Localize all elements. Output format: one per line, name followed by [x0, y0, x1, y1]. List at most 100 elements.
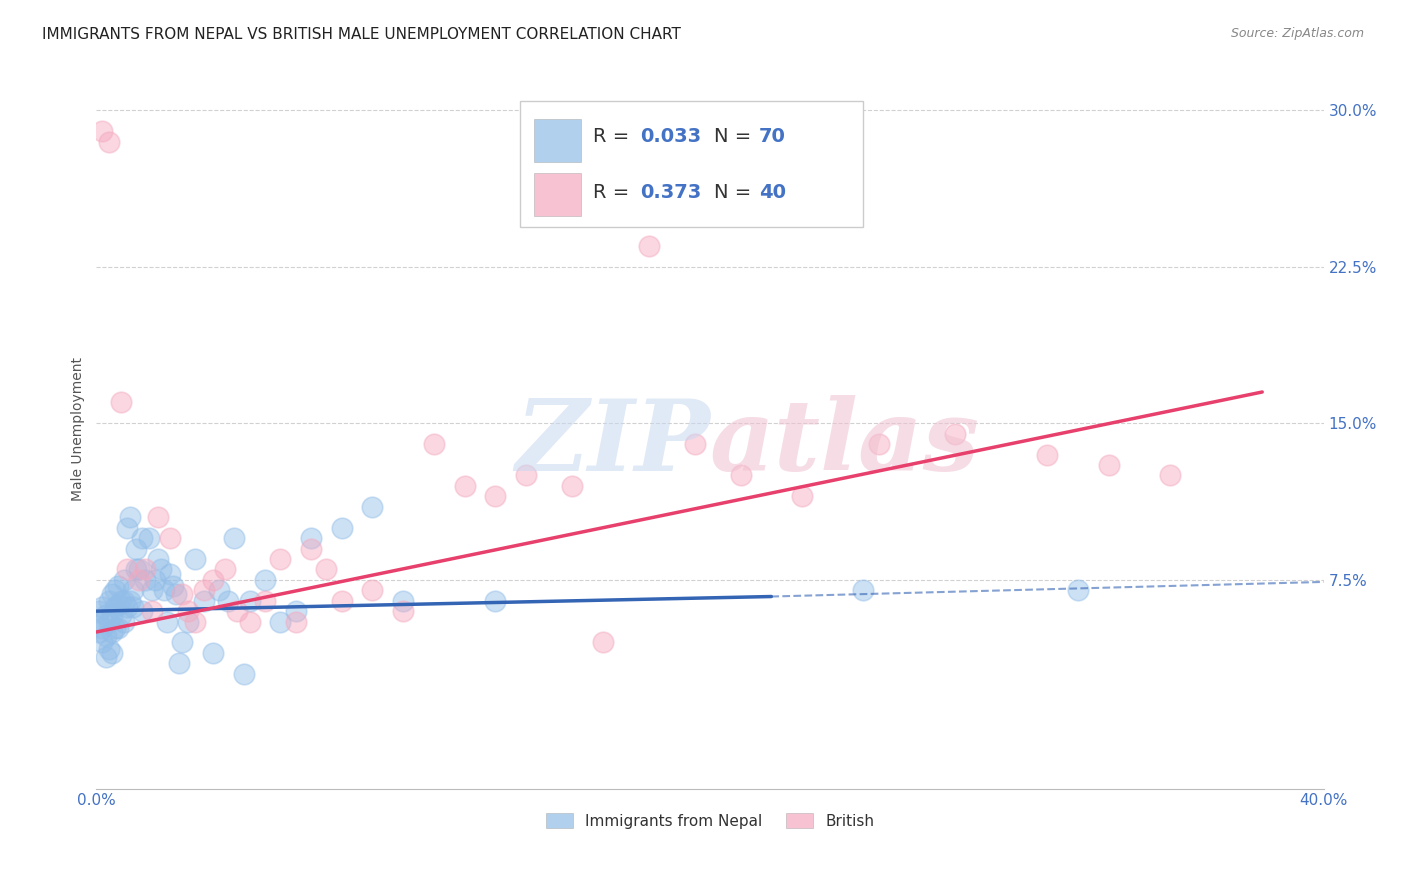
- Point: [330, 521, 353, 535]
- Point: [730, 468, 752, 483]
- Text: 0.373: 0.373: [640, 183, 702, 202]
- Point: [269, 552, 291, 566]
- Text: R =: R =: [593, 128, 636, 146]
- Point: [112, 573, 135, 587]
- Point: [89, 625, 111, 640]
- Point: [214, 562, 236, 576]
- Point: [1098, 458, 1121, 472]
- Point: [193, 593, 215, 607]
- Point: [361, 500, 384, 514]
- Point: [100, 587, 122, 601]
- Point: [183, 552, 205, 566]
- Point: [115, 599, 138, 614]
- Point: [94, 650, 117, 665]
- Point: [131, 531, 153, 545]
- Point: [299, 531, 322, 545]
- Point: [392, 604, 415, 618]
- Point: [146, 552, 169, 566]
- Point: [201, 573, 224, 587]
- Point: [172, 635, 194, 649]
- Point: [284, 604, 307, 618]
- Point: [159, 566, 181, 581]
- Point: [146, 510, 169, 524]
- Point: [100, 646, 122, 660]
- Point: [226, 604, 249, 618]
- Text: ZIP: ZIP: [515, 394, 710, 491]
- Point: [330, 593, 353, 607]
- Point: [97, 135, 120, 149]
- Point: [89, 604, 111, 618]
- Text: R =: R =: [593, 183, 636, 202]
- Point: [122, 583, 145, 598]
- Point: [945, 426, 967, 441]
- Point: [315, 562, 337, 576]
- Point: [97, 593, 120, 607]
- Point: [110, 593, 132, 607]
- Point: [232, 666, 254, 681]
- Point: [104, 583, 127, 598]
- Point: [110, 608, 132, 623]
- Point: [104, 621, 127, 635]
- Point: [172, 587, 194, 601]
- Text: 40: 40: [759, 183, 786, 202]
- Point: [120, 510, 142, 524]
- Point: [149, 562, 172, 576]
- Point: [100, 608, 122, 623]
- Point: [138, 531, 160, 545]
- Point: [423, 437, 446, 451]
- Point: [107, 598, 129, 612]
- Point: [156, 615, 179, 629]
- Point: [112, 615, 135, 629]
- Point: [239, 615, 262, 629]
- Point: [128, 573, 150, 587]
- Point: [125, 562, 148, 576]
- Text: N =: N =: [714, 128, 758, 146]
- Point: [89, 615, 111, 629]
- Point: [165, 587, 187, 601]
- Point: [1036, 448, 1059, 462]
- Point: [177, 604, 200, 618]
- Point: [141, 604, 163, 618]
- Point: [299, 541, 322, 556]
- Point: [361, 583, 384, 598]
- Point: [97, 641, 120, 656]
- Text: atlas: atlas: [710, 394, 980, 491]
- Point: [453, 479, 475, 493]
- Point: [167, 657, 190, 671]
- Legend: Immigrants from Nepal, British: Immigrants from Nepal, British: [540, 806, 880, 835]
- Point: [201, 646, 224, 660]
- Point: [484, 593, 506, 607]
- Point: [254, 573, 277, 587]
- Point: [592, 635, 614, 649]
- Text: IMMIGRANTS FROM NEPAL VS BRITISH MALE UNEMPLOYMENT CORRELATION CHART: IMMIGRANTS FROM NEPAL VS BRITISH MALE UN…: [42, 27, 681, 42]
- Point: [94, 629, 117, 643]
- Point: [159, 531, 181, 545]
- Point: [91, 621, 114, 635]
- Point: [128, 562, 150, 576]
- Point: [1159, 468, 1181, 483]
- Point: [392, 593, 415, 607]
- Point: [131, 604, 153, 618]
- Point: [852, 583, 875, 598]
- Point: [122, 599, 145, 614]
- Point: [868, 437, 890, 451]
- Point: [125, 541, 148, 556]
- Point: [254, 593, 277, 607]
- Point: [110, 395, 132, 409]
- Point: [637, 239, 659, 253]
- Point: [683, 437, 706, 451]
- Point: [91, 124, 114, 138]
- Point: [224, 531, 246, 545]
- FancyBboxPatch shape: [534, 119, 581, 162]
- Text: 0.033: 0.033: [640, 128, 702, 146]
- Y-axis label: Male Unemployment: Male Unemployment: [72, 357, 86, 500]
- Point: [104, 599, 127, 614]
- Point: [561, 479, 583, 493]
- Point: [94, 608, 117, 623]
- Point: [115, 521, 138, 535]
- Point: [100, 625, 122, 640]
- Text: 70: 70: [759, 128, 786, 146]
- Point: [484, 489, 506, 503]
- Point: [269, 615, 291, 629]
- Point: [112, 593, 135, 607]
